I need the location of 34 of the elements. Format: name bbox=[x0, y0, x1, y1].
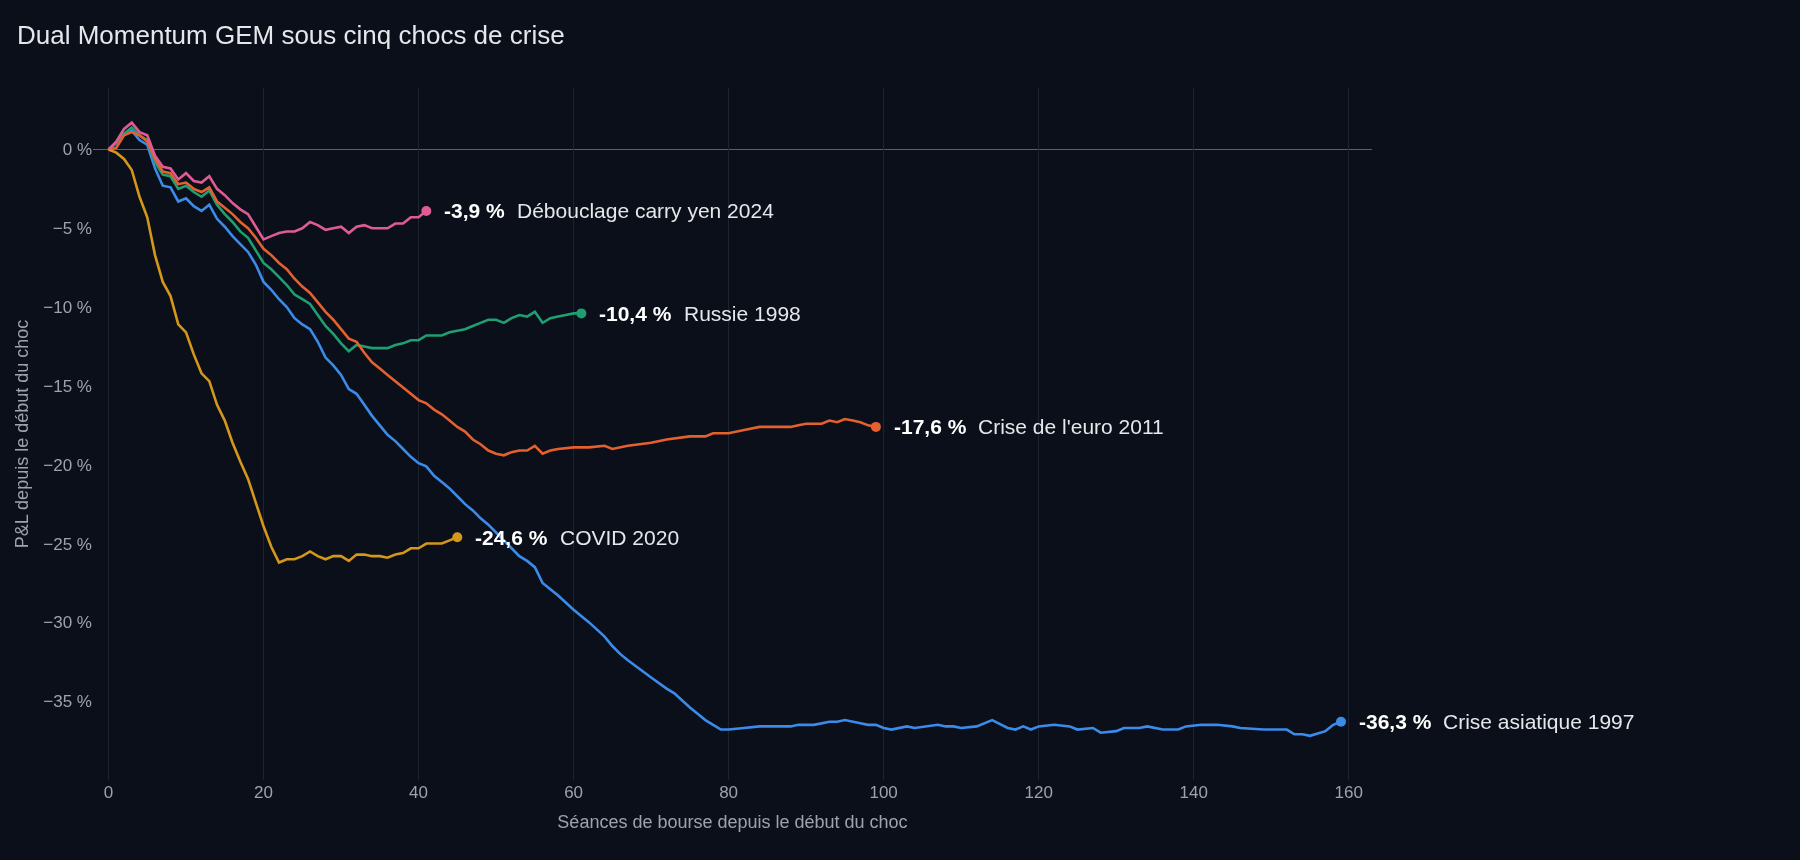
text: Crise asiatique 1997 bbox=[1443, 710, 1635, 733]
text: Russie 1998 bbox=[684, 302, 801, 325]
x-axis-title: Séances de bourse depuis le début du choc bbox=[557, 812, 908, 833]
data-label: -10,4 % bbox=[599, 302, 672, 325]
x-tick-label: 100 bbox=[869, 783, 898, 802]
data-label: -36,3 % bbox=[1359, 710, 1432, 733]
point bbox=[870, 421, 881, 432]
x-tick-label: 140 bbox=[1179, 783, 1208, 802]
x-tick-label: 120 bbox=[1024, 783, 1053, 802]
y-tick-label: −20 % bbox=[43, 455, 92, 475]
y-tick-label: −15 % bbox=[43, 376, 92, 396]
x-tick-label: 60 bbox=[564, 783, 584, 802]
y-tick-label: −35 % bbox=[43, 692, 92, 712]
data-label: -3,9 % bbox=[444, 199, 506, 222]
text: COVID 2020 bbox=[560, 526, 680, 549]
point bbox=[1335, 716, 1346, 727]
point bbox=[421, 205, 432, 216]
y-tick-label: 0 % bbox=[62, 140, 92, 160]
data-label: -17,6 % bbox=[894, 415, 967, 438]
chart-title: Dual Momentum GEM sous cinq chocs de crise bbox=[17, 20, 565, 51]
text: Crise de l'euro 2011 bbox=[978, 415, 1164, 438]
y-tick-label: −30 % bbox=[43, 613, 92, 633]
y-tick-label: −5 % bbox=[52, 219, 92, 239]
x-tick-label: 80 bbox=[719, 783, 739, 802]
point bbox=[452, 532, 463, 543]
point bbox=[576, 308, 587, 319]
y-axis-title: P&L depuis le début du choc bbox=[11, 319, 32, 549]
x-tick-label: 160 bbox=[1334, 783, 1363, 802]
y-tick-label: −10 % bbox=[43, 298, 92, 318]
x-tick-label: 20 bbox=[254, 783, 273, 802]
y-tick-label: −25 % bbox=[43, 534, 92, 554]
text: Débouclage carry yen 2024 bbox=[517, 199, 775, 222]
x-tick-label: 40 bbox=[409, 783, 429, 802]
x-tick-label: 0 bbox=[103, 783, 114, 802]
